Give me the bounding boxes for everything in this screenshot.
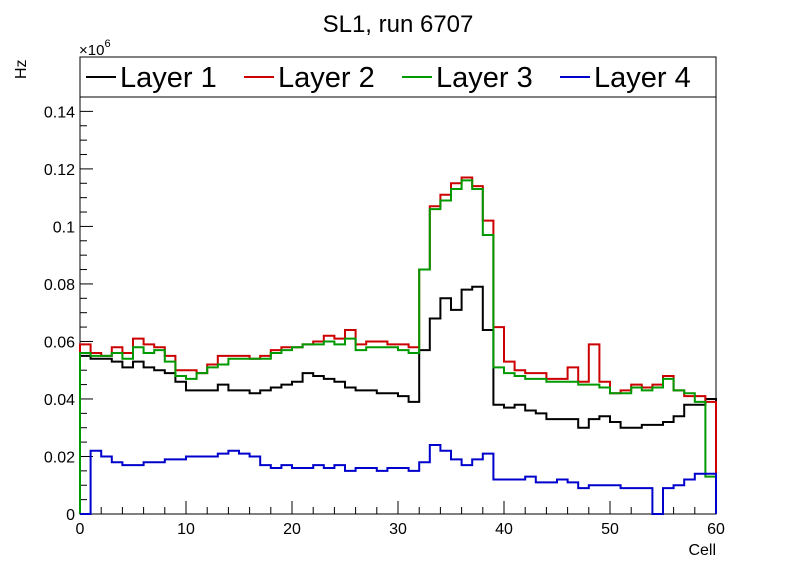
legend-box xyxy=(79,56,717,98)
y-tick-label: 0.1 xyxy=(53,219,75,236)
series-line-layer-4 xyxy=(80,443,717,515)
x-tick-label: 50 xyxy=(601,521,619,538)
x-tick-label: 40 xyxy=(495,521,513,538)
x-tick-label: 30 xyxy=(389,521,407,538)
y-tick-label: 0.04 xyxy=(44,392,75,409)
y-tick-label: 0.14 xyxy=(44,104,75,121)
x-axis-label: Cell xyxy=(688,542,716,559)
plot-frame xyxy=(79,56,717,515)
legend-label-layer-2: Layer 2 xyxy=(278,62,375,94)
axis-ticks: 0 10 20 30 40 50 60 0 0.02 0.04 0.06 0.08 0.1 0.12 0.1… xyxy=(44,104,725,538)
legend-label-layer-1: Layer 1 xyxy=(120,62,217,94)
x-tick-label: 10 xyxy=(177,521,195,538)
y-axis-label: Hz xyxy=(13,59,30,79)
series-line-layer-2 xyxy=(79,176,717,514)
x-tick-label: 0 xyxy=(76,521,85,538)
legend-label-layer-4: Layer 4 xyxy=(594,62,691,94)
x-tick-label: 20 xyxy=(283,521,301,538)
series-line-layer-3 xyxy=(79,179,717,514)
legend-label-layer-3: Layer 3 xyxy=(436,62,533,94)
y-tick-label: 0 xyxy=(66,507,75,524)
y-exponent-base: ×10 xyxy=(79,42,104,59)
series-group xyxy=(79,176,717,515)
y-tick-label: 0.02 xyxy=(44,449,75,466)
y-exponent-label: ×106 xyxy=(79,38,111,59)
x-tick-label: 60 xyxy=(707,521,725,538)
y-tick-label: 0.08 xyxy=(44,277,75,294)
y-tick-label: 0.12 xyxy=(44,162,75,179)
y-tick-label: 0.06 xyxy=(44,334,75,351)
y-exponent-power: 6 xyxy=(104,38,110,50)
chart-title: SL1, run 6707 xyxy=(323,11,474,38)
series-line-layer-1 xyxy=(79,285,717,514)
legend: Layer 1 Layer 2 Layer 3 Layer 4 xyxy=(79,56,717,98)
